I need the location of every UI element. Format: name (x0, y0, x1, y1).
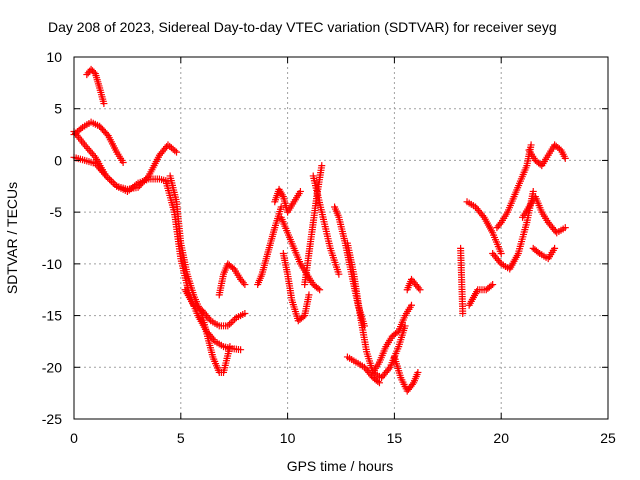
data-point (561, 154, 569, 162)
data-point-interp (226, 320, 234, 328)
data-point-interp (496, 220, 504, 228)
tick-labels: 0 5 10 15 20 25 -25 -20 -15 -10 -5 0 5 10 (42, 49, 616, 446)
data-point (173, 148, 181, 156)
data-point (407, 301, 415, 309)
series-arc-22 (463, 198, 505, 258)
data-point (414, 368, 422, 376)
series-arc-12 (279, 250, 313, 325)
data-point-interp (77, 125, 85, 133)
series-arc-11 (277, 213, 324, 294)
series-arc-23 (465, 281, 497, 309)
series-arc-17 (343, 353, 383, 387)
plot-frame (73, 56, 609, 420)
axis-ticks (73, 56, 609, 420)
y-tick-label: -20 (42, 359, 62, 375)
data-points (70, 65, 569, 395)
series-arc-7 (181, 286, 249, 330)
data-point-interp (487, 282, 495, 290)
data-point (296, 187, 304, 195)
data-point-interp (496, 258, 504, 266)
data-point (316, 286, 324, 294)
y-tick-label: 0 (54, 152, 62, 168)
data-point (561, 224, 569, 232)
x-tick-label: 25 (600, 430, 616, 446)
series-arc-18 (369, 301, 415, 376)
data-point-interp (385, 365, 393, 373)
data-point (551, 244, 559, 252)
data-point-interp (227, 319, 235, 327)
series-arc-9 (254, 203, 285, 289)
data-point (401, 322, 409, 330)
y-tick-label: -10 (42, 256, 62, 272)
data-point-interp (210, 336, 218, 344)
series-arc-20 (403, 275, 424, 294)
x-tick-label: 20 (493, 430, 509, 446)
data-point (416, 286, 424, 294)
data-point (375, 379, 383, 387)
data-point-interp (393, 328, 401, 336)
data-point-interp (374, 378, 382, 386)
chart-title: Day 208 of 2023, Sidereal Day-to-day VTE… (48, 19, 557, 35)
data-point (318, 162, 326, 170)
data-point (335, 270, 343, 278)
x-tick-label: 10 (280, 430, 296, 446)
series-arc-27 (519, 193, 569, 237)
x-axis-label: GPS time / hours (287, 458, 394, 474)
series-arc-2 (70, 118, 127, 166)
data-point (241, 310, 249, 318)
series-arc-8 (215, 260, 249, 299)
series-arc-10 (271, 185, 304, 216)
data-point-interp (171, 147, 179, 155)
data-point-interp (368, 372, 376, 380)
data-point (100, 100, 108, 108)
y-tick-label: -5 (50, 204, 63, 220)
grid (74, 57, 608, 419)
y-axis-label: SDTVAR / TECUs (4, 182, 20, 294)
series-arc-21 (457, 244, 467, 318)
data-point-interp (299, 313, 307, 321)
y-tick-label: 10 (46, 49, 62, 65)
x-tick-label: 5 (177, 430, 185, 446)
data-point-interp (534, 248, 542, 256)
x-tick-label: 15 (387, 430, 403, 446)
data-point (305, 291, 313, 299)
data-point-interp (205, 315, 213, 323)
data-point (527, 141, 535, 149)
data-point-interp (239, 279, 247, 287)
y-tick-label: -25 (42, 411, 62, 427)
series-arc-1 (83, 65, 108, 108)
data-point (241, 281, 249, 289)
data-point-interp (231, 315, 239, 323)
y-tick-label: 5 (54, 101, 62, 117)
data-point (119, 158, 127, 166)
data-point (459, 310, 467, 318)
data-point-interp (479, 212, 487, 220)
data-point (224, 322, 232, 330)
data-point-interp (408, 380, 416, 388)
data-point (237, 346, 245, 354)
series-arc-14 (309, 172, 343, 278)
series-arc-19 (390, 353, 422, 395)
data-point-interp (229, 317, 237, 325)
data-point-interp (103, 130, 111, 138)
series-arc-28 (529, 244, 559, 263)
data-point (489, 281, 497, 289)
data-point (497, 250, 505, 258)
series-arc-26 (525, 141, 569, 170)
data-point (277, 203, 285, 211)
data-point-interp (314, 284, 322, 292)
data-point (529, 187, 537, 195)
x-tick-label: 0 (70, 430, 78, 446)
data-point-interp (415, 284, 423, 292)
y-tick-label: -15 (42, 308, 62, 324)
